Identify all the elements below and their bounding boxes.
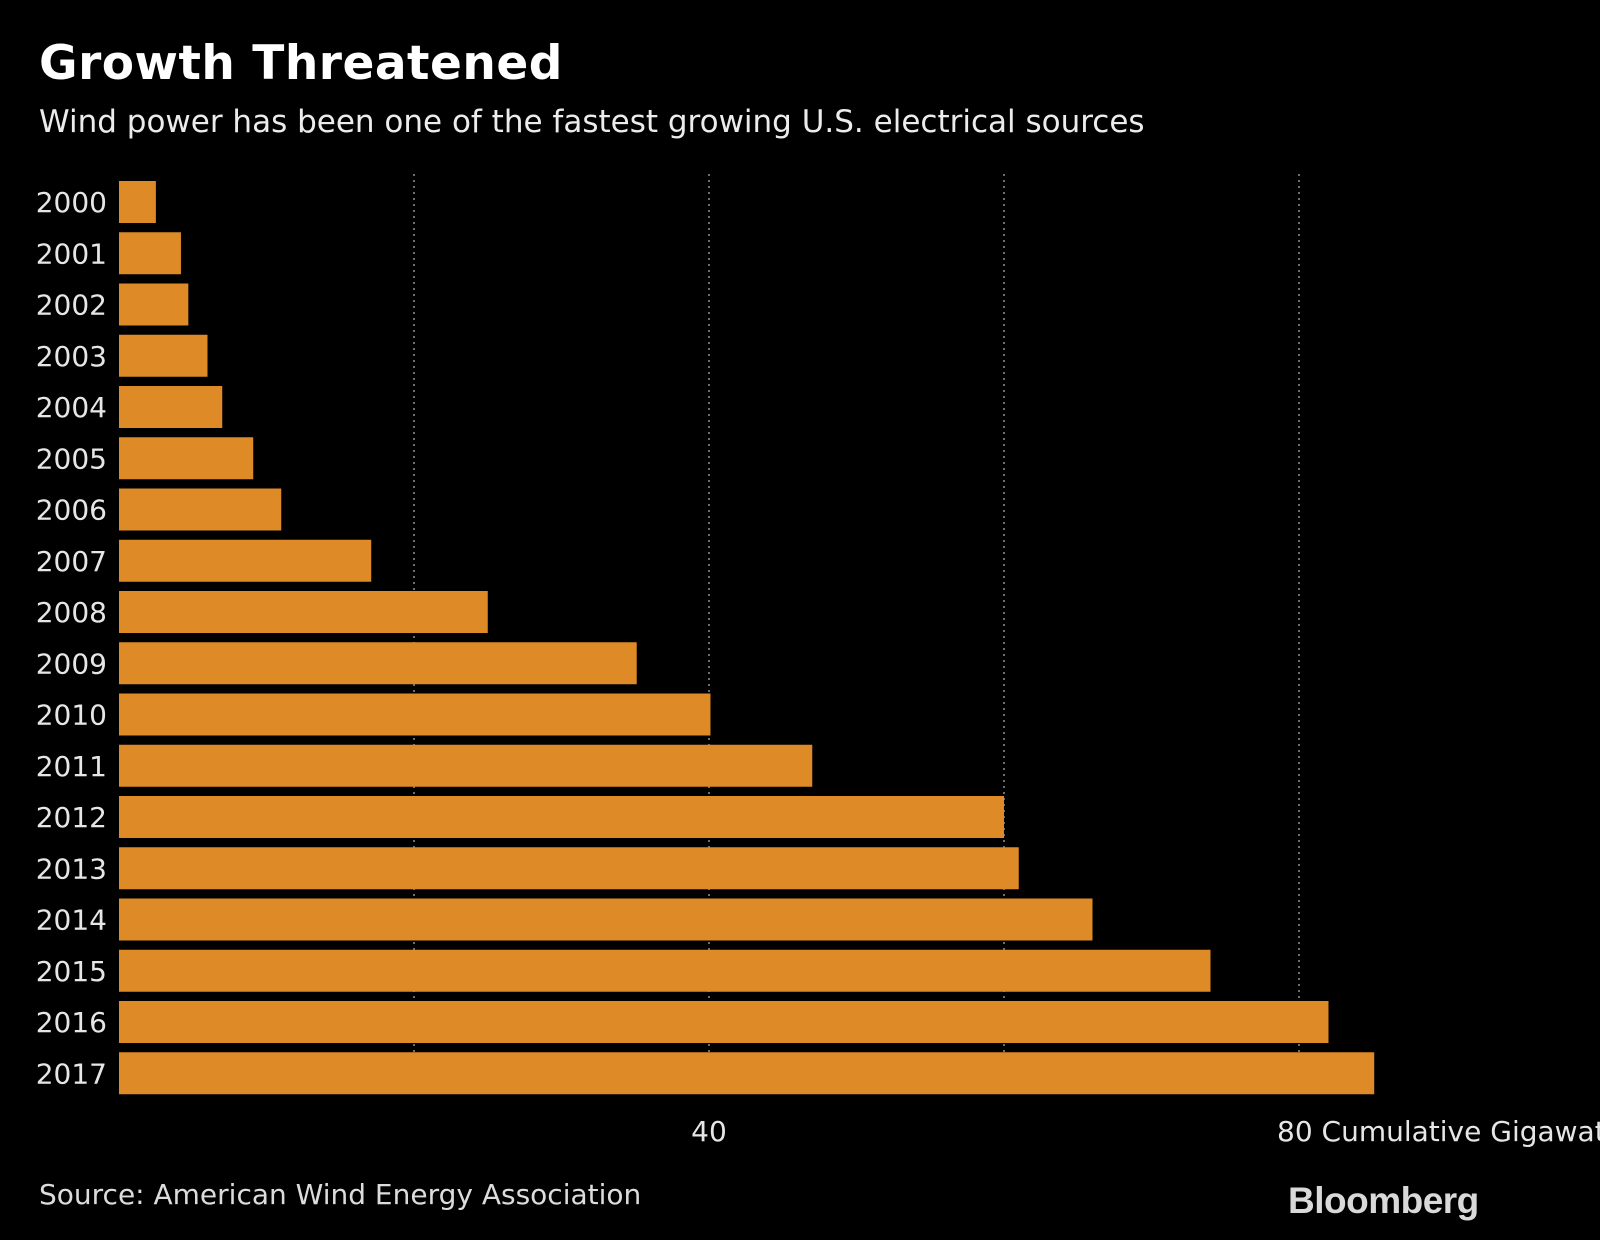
category-label-2002: 2002 xyxy=(36,289,107,322)
bar-2002 xyxy=(119,283,189,326)
chart-title: Growth Threatened xyxy=(39,36,563,91)
category-label-2017: 2017 xyxy=(36,1057,107,1090)
x-tick-label-40: 40 xyxy=(691,1115,727,1148)
bar-2000 xyxy=(119,181,156,223)
category-label-2001: 2001 xyxy=(36,237,107,270)
bar-2014 xyxy=(119,898,1093,941)
bar-2009 xyxy=(119,642,637,685)
bar-2012 xyxy=(119,796,1004,838)
bar-2005 xyxy=(119,437,254,480)
category-label-2009: 2009 xyxy=(36,647,107,680)
bar-2016 xyxy=(119,1001,1329,1043)
category-label-2000: 2000 xyxy=(36,186,107,219)
category-label-2012: 2012 xyxy=(36,801,107,834)
category-label-2010: 2010 xyxy=(36,699,107,732)
bloomberg-logo: Bloomberg xyxy=(1288,1180,1479,1221)
bar-2011 xyxy=(119,744,813,787)
category-label-2015: 2015 xyxy=(36,955,107,988)
bar-2013 xyxy=(119,847,1019,890)
source-note: Source: American Wind Energy Association xyxy=(39,1178,642,1211)
category-label-2004: 2004 xyxy=(36,391,107,424)
bar-2008 xyxy=(119,591,488,633)
chart-subtitle: Wind power has been one of the fastest g… xyxy=(39,104,1145,140)
category-label-2013: 2013 xyxy=(36,852,107,885)
bar-2007 xyxy=(119,539,372,582)
category-label-2008: 2008 xyxy=(36,596,107,629)
bar-2001 xyxy=(119,232,181,275)
category-label-2005: 2005 xyxy=(36,442,107,475)
bar-2010 xyxy=(119,693,711,736)
bar-2004 xyxy=(119,386,223,428)
category-label-2016: 2016 xyxy=(36,1006,107,1039)
bar-2003 xyxy=(119,334,208,377)
category-label-2003: 2003 xyxy=(36,340,107,373)
bar-2015 xyxy=(119,949,1211,992)
category-label-2007: 2007 xyxy=(36,545,107,578)
category-label-2011: 2011 xyxy=(36,750,107,783)
bar-2017 xyxy=(119,1052,1375,1095)
x-tick-label-80: 80 Cumulative Gigawatts xyxy=(1277,1115,1600,1148)
bar-2006 xyxy=(119,488,282,531)
category-label-2014: 2014 xyxy=(36,904,107,937)
category-label-2006: 2006 xyxy=(36,494,107,527)
